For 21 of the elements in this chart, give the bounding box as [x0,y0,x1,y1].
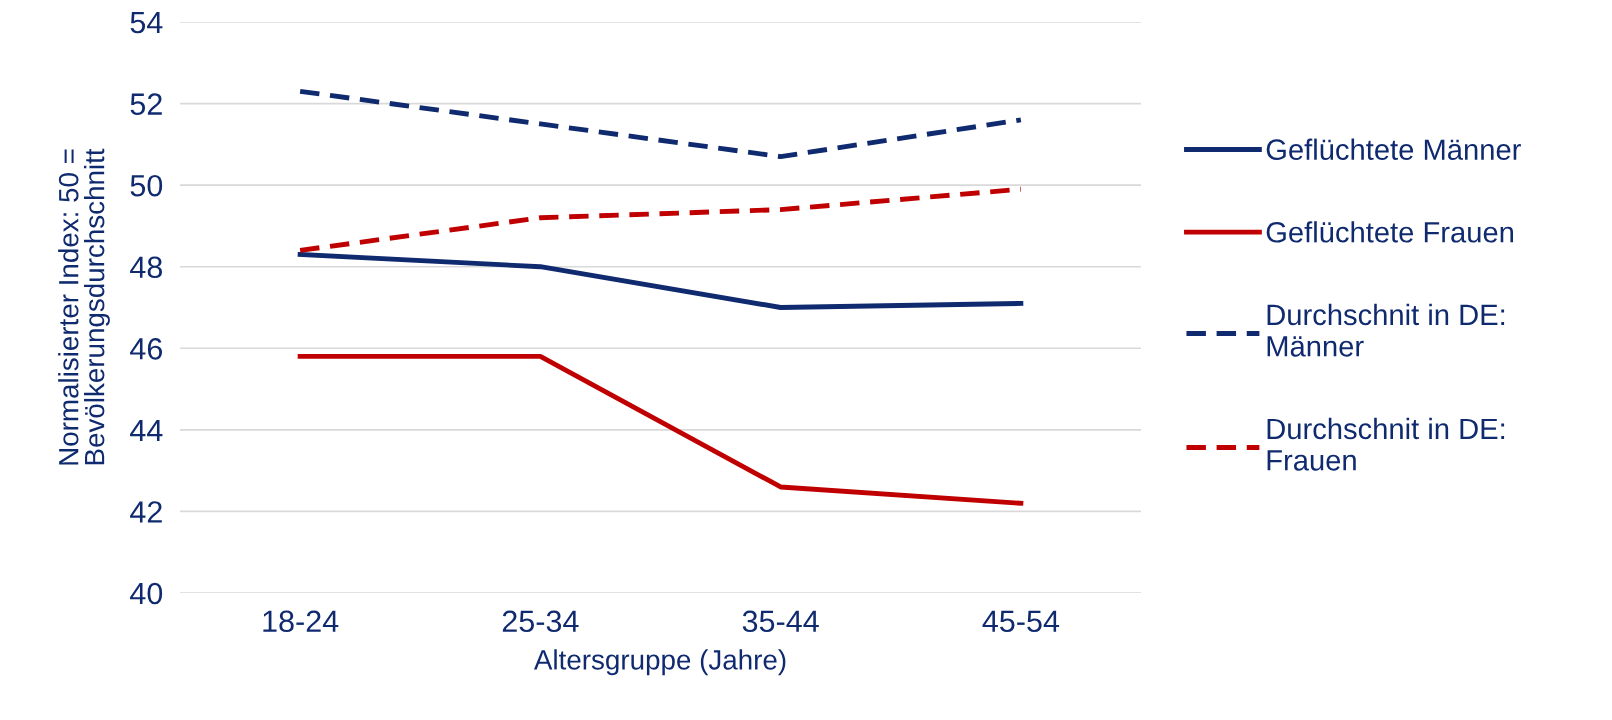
y-tick-label: 54 [130,12,163,34]
y-tick-label: 50 [130,174,163,197]
y-tick-label: 52 [130,93,162,115]
y-tick-label: 42 [130,501,162,523]
x-tick-label: 35-44 [742,610,819,633]
legend-label: Geflüchtete Frauen [1266,221,1514,243]
x-tick-label: 45-54 [982,610,1060,633]
y-tick-label: 48 [130,256,163,279]
x-axis-title: Altersgruppe (Jahre) [533,649,786,676]
legend-label: Durchschnit in DE: Männer [1267,303,1505,357]
legend-label: Durchschnit in DE: Frauen [1267,417,1505,471]
x-tick-label: 25-34 [502,610,579,633]
x-tick-label: 18-24 [263,610,339,633]
y-tick-label: 40 [130,582,163,605]
y-tick-label: 46 [130,338,162,360]
line-series [297,88,1024,160]
line-series [297,186,1024,253]
line-series [297,252,1024,310]
legend-label: Geflüchtete Männer [1266,138,1521,161]
y-axis-title: Normalisierter Index: 50 = Bevölkerungsdurchschnitt [58,148,110,465]
y-tick-label: 44 [130,419,163,441]
